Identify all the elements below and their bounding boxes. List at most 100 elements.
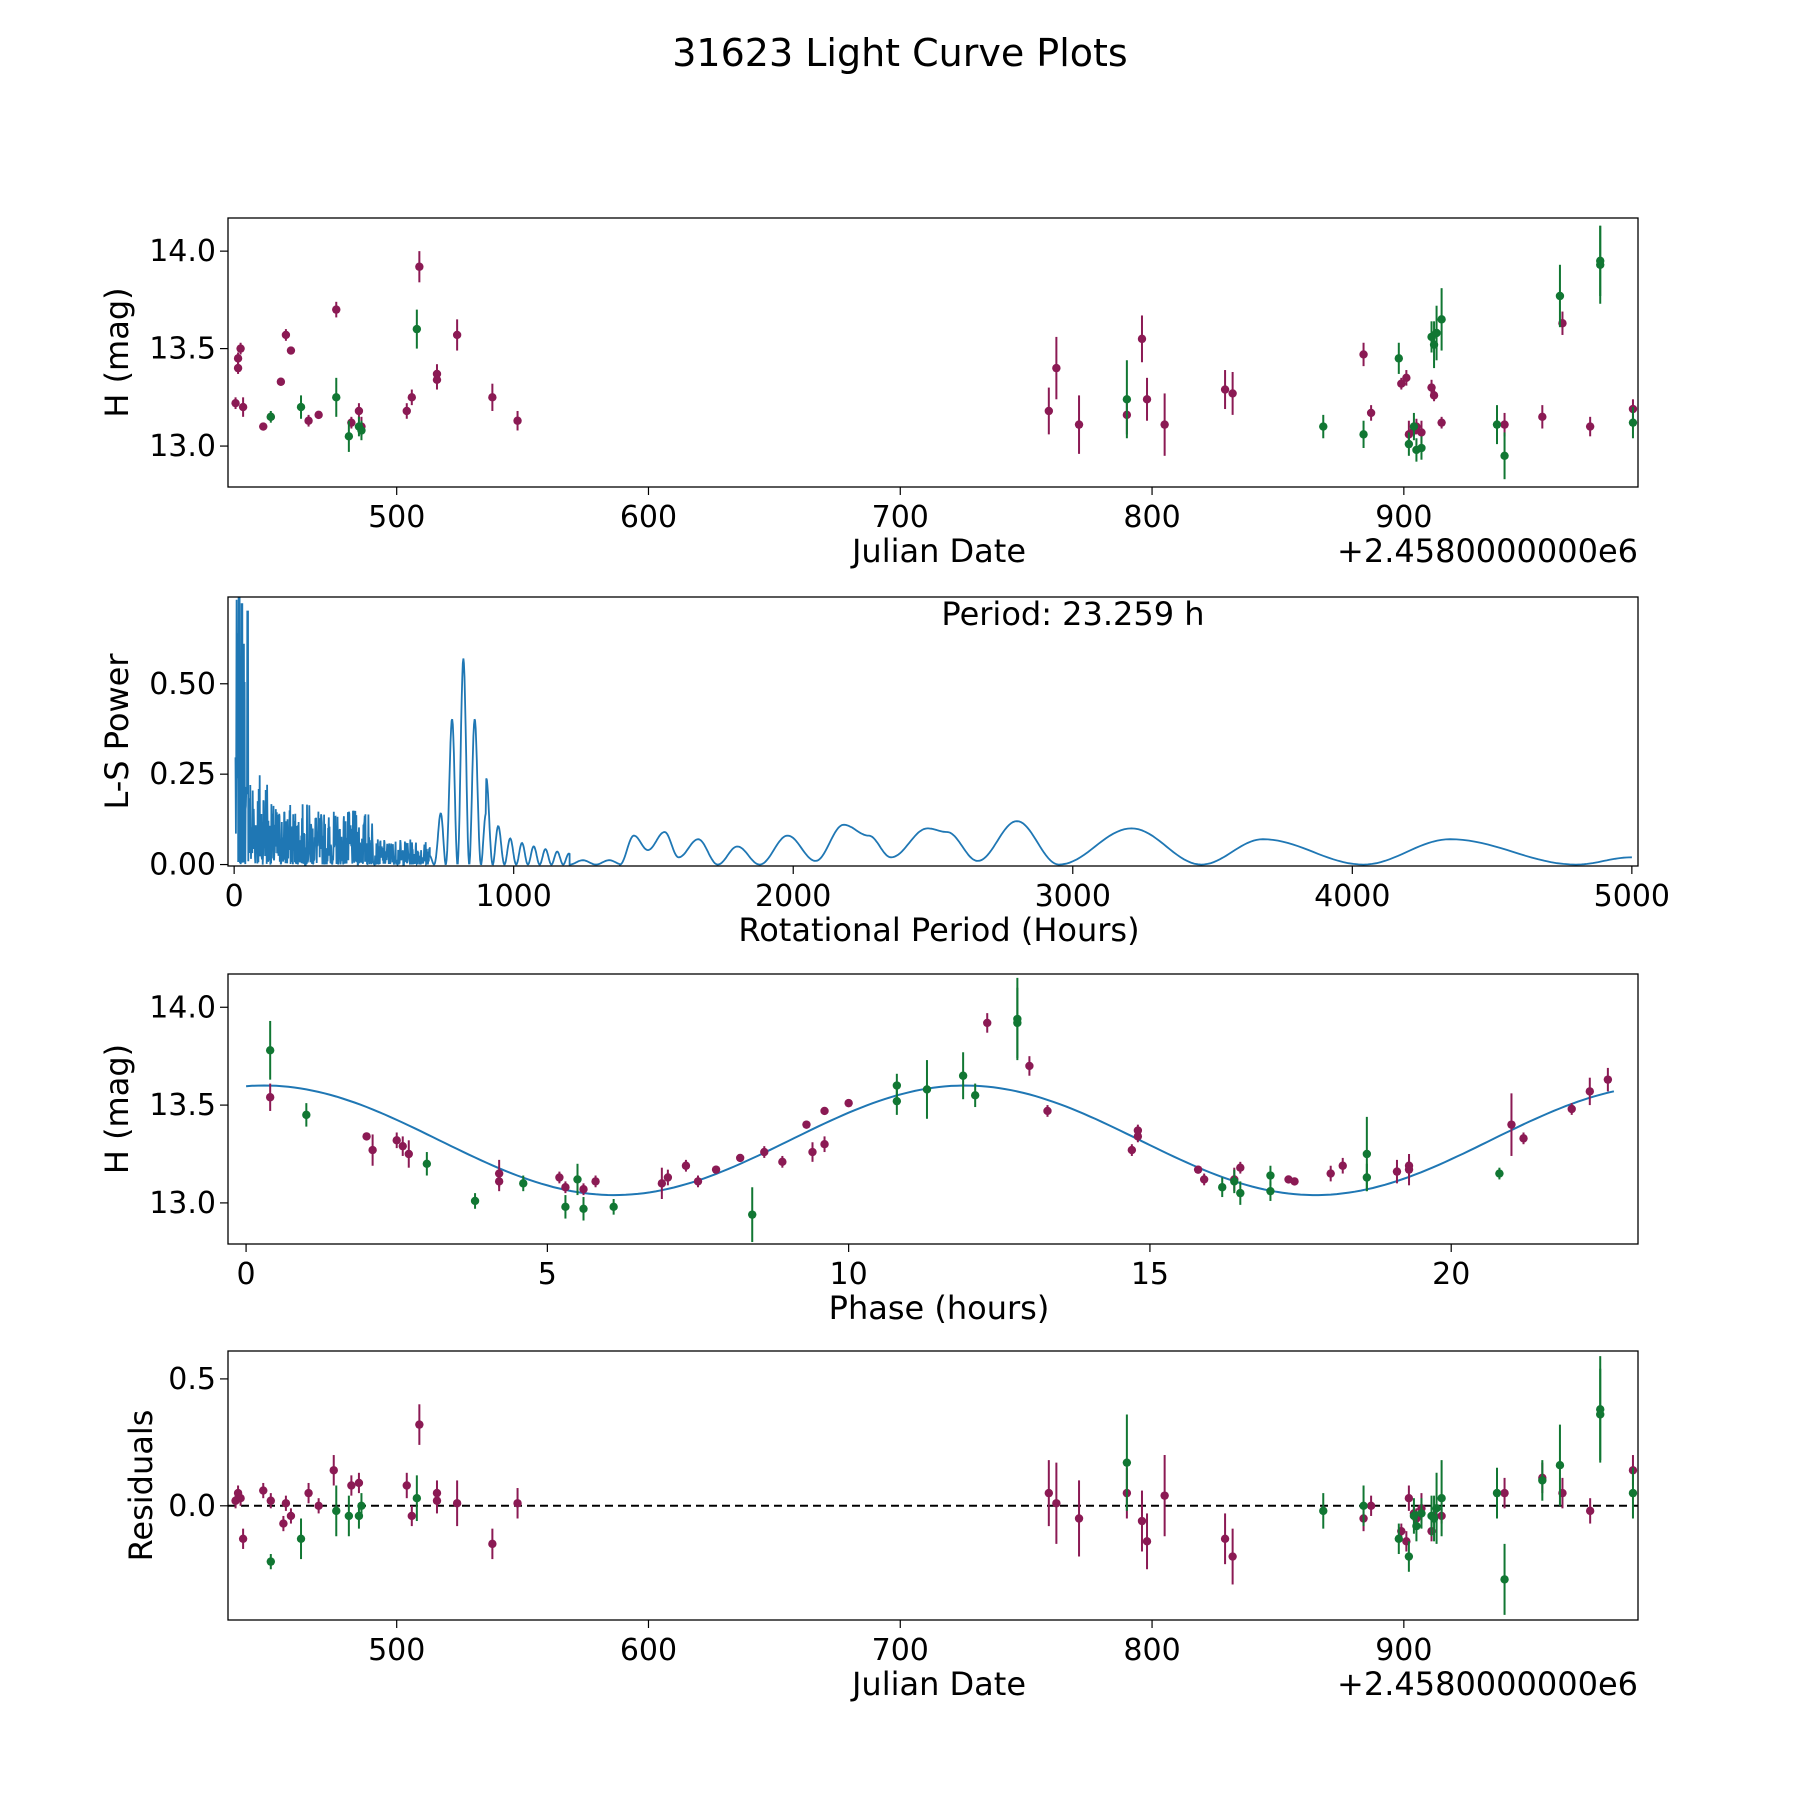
data-point xyxy=(354,1478,364,1488)
data-point xyxy=(1052,363,1061,373)
data-point xyxy=(555,1173,564,1182)
y-tick-label: 14.0 xyxy=(149,990,216,1025)
y-tick-label: 14.0 xyxy=(149,234,216,269)
y-axis-label: H (mag) xyxy=(98,287,136,417)
data-point xyxy=(344,432,354,441)
data-point xyxy=(265,1046,275,1055)
x-offset-label: +2.4580000000e6 xyxy=(1337,1665,1638,1703)
data-point xyxy=(286,346,296,355)
y-tick-label: 0.00 xyxy=(149,848,216,883)
data-point xyxy=(1628,1488,1638,1498)
data-point xyxy=(398,1141,407,1151)
data-point xyxy=(1538,412,1547,422)
period-annotation: Period: 23.259 h xyxy=(941,595,1204,633)
y-tick-label: 0.5 xyxy=(168,1362,216,1397)
data-point xyxy=(362,1132,371,1141)
data-point xyxy=(1596,1410,1605,1419)
y-tick-label: 13.5 xyxy=(149,1088,216,1123)
data-point xyxy=(1500,451,1509,461)
data-point xyxy=(259,1486,268,1495)
data-point xyxy=(415,1420,424,1429)
data-point xyxy=(1359,430,1368,439)
data-point xyxy=(415,262,424,271)
data-point xyxy=(1122,395,1132,404)
data-point xyxy=(1052,1499,1061,1508)
x-tick-label: 20 xyxy=(1432,1257,1470,1292)
data-point xyxy=(922,1085,932,1094)
data-point xyxy=(1404,439,1414,449)
data-point xyxy=(1362,1173,1372,1182)
data-point xyxy=(970,1091,980,1100)
data-point xyxy=(488,393,497,402)
data-point xyxy=(778,1157,787,1167)
y-tick-label: 13.0 xyxy=(149,429,216,464)
data-point xyxy=(470,1196,480,1206)
data-point xyxy=(1220,385,1230,394)
y-axis-label: L-S Power xyxy=(98,653,136,810)
x-tick-label: 5 xyxy=(538,1257,557,1292)
plot-area xyxy=(246,977,1615,1243)
data-point xyxy=(1404,1165,1414,1174)
data-point xyxy=(1417,1509,1426,1518)
data-point xyxy=(561,1202,570,1212)
data-point xyxy=(1025,1061,1034,1071)
data-point xyxy=(748,1210,757,1219)
data-point xyxy=(1555,291,1565,301)
data-point xyxy=(591,1177,600,1186)
data-point xyxy=(820,1106,829,1116)
data-point xyxy=(1142,395,1152,404)
data-point xyxy=(266,412,276,422)
data-point xyxy=(402,1481,411,1490)
data-point xyxy=(404,1149,413,1159)
axes-frame xyxy=(227,217,1639,488)
data-point xyxy=(1507,1120,1516,1129)
data-point xyxy=(236,1493,245,1503)
data-point xyxy=(302,1110,311,1120)
phased-plot: 0 5 10 15 20 13.0 13.5 14.0 Phase (hours) H (mag) xyxy=(98,973,1639,1327)
data-point xyxy=(1236,1163,1245,1172)
data-point xyxy=(1236,1188,1245,1198)
data-point xyxy=(236,344,245,353)
x-tick-label: 900 xyxy=(1375,500,1432,535)
data-point xyxy=(1218,1183,1227,1192)
y-axis-label: H (mag) xyxy=(98,1044,136,1174)
data-point xyxy=(802,1120,811,1129)
x-tick-label: 500 xyxy=(368,500,425,535)
data-point xyxy=(488,1539,497,1549)
data-point xyxy=(657,1179,667,1188)
data-point xyxy=(1585,1506,1595,1516)
data-point xyxy=(1500,1488,1509,1498)
data-point xyxy=(407,393,417,402)
periodogram-plot: 0 1000 2000 3000 4000 5000 0.00 0.25 0.50 Rotatio… xyxy=(98,595,1670,949)
y-tick-label: 0.50 xyxy=(149,667,216,702)
data-point xyxy=(1142,1537,1152,1546)
data-point xyxy=(1394,1534,1404,1543)
data-point xyxy=(332,393,341,402)
data-point xyxy=(1585,422,1595,431)
data-point xyxy=(332,1506,341,1516)
data-point xyxy=(231,398,240,408)
data-point xyxy=(561,1183,570,1192)
data-point xyxy=(238,402,248,412)
data-point xyxy=(1362,1149,1372,1159)
data-point xyxy=(422,1159,432,1168)
data-point xyxy=(1230,1177,1239,1186)
axes-frame xyxy=(227,596,1639,867)
series-green xyxy=(266,225,1638,480)
data-point xyxy=(1193,1165,1203,1174)
data-point xyxy=(368,1145,377,1155)
data-point xyxy=(1417,428,1426,437)
x-axis-label: Rotational Period (Hours) xyxy=(738,911,1139,949)
data-point xyxy=(279,1519,288,1528)
x-tick-label: 10 xyxy=(830,1257,868,1292)
data-point xyxy=(1538,1476,1547,1485)
data-point xyxy=(681,1161,691,1170)
data-point xyxy=(357,426,366,435)
x-tick-label: 0 xyxy=(237,1257,256,1292)
series-magenta xyxy=(231,1404,1638,1585)
data-point xyxy=(1133,1126,1143,1135)
data-point xyxy=(452,330,462,340)
data-point xyxy=(1160,420,1169,429)
data-point xyxy=(1519,1134,1528,1143)
periodogram-line xyxy=(234,597,1632,866)
